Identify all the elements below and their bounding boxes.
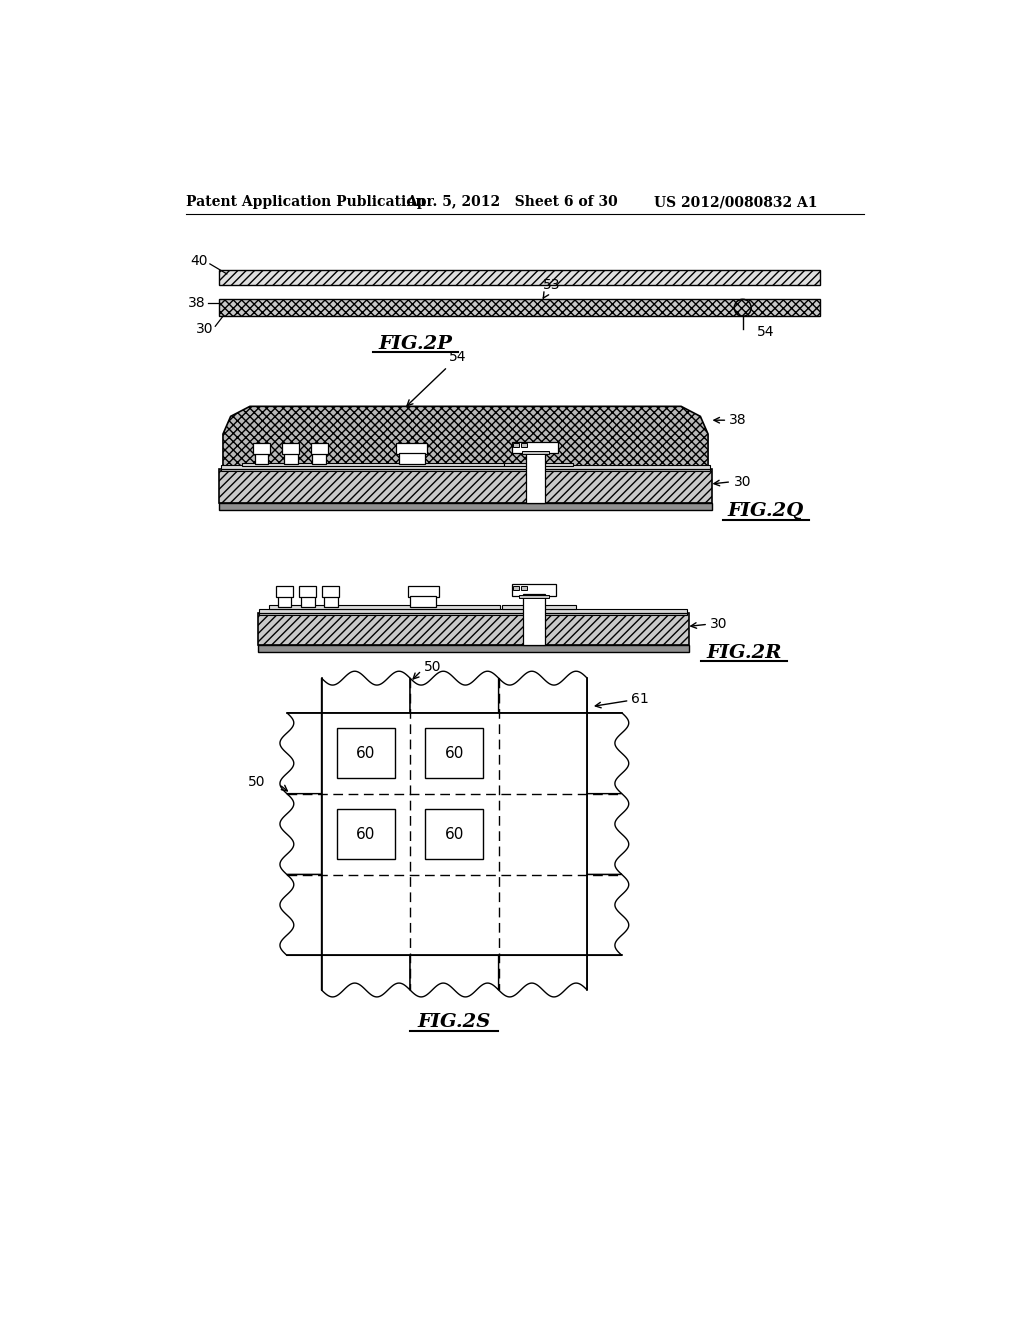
Bar xyxy=(299,586,316,597)
Bar xyxy=(521,451,549,454)
Text: FIG.2P: FIG.2P xyxy=(379,335,453,352)
Bar xyxy=(323,586,339,597)
Polygon shape xyxy=(280,874,322,956)
Bar xyxy=(312,453,326,465)
Bar xyxy=(513,444,519,447)
Text: FIG.2R: FIG.2R xyxy=(707,644,782,661)
Text: 54: 54 xyxy=(407,350,467,405)
Bar xyxy=(525,451,545,503)
Text: 60: 60 xyxy=(444,746,464,760)
Bar xyxy=(219,271,819,285)
Bar xyxy=(219,469,712,503)
Text: 61: 61 xyxy=(631,692,649,706)
Bar xyxy=(324,595,338,607)
Bar xyxy=(337,809,394,859)
Bar xyxy=(283,444,299,454)
Bar xyxy=(259,609,687,614)
Text: 30: 30 xyxy=(711,618,728,631)
Text: 38: 38 xyxy=(187,296,205,310)
Bar xyxy=(512,442,558,453)
Text: Apr. 5, 2012   Sheet 6 of 30: Apr. 5, 2012 Sheet 6 of 30 xyxy=(407,195,617,210)
Text: 30: 30 xyxy=(196,322,213,335)
Polygon shape xyxy=(587,713,629,793)
Bar xyxy=(220,465,711,470)
Bar xyxy=(258,612,689,645)
Text: 40: 40 xyxy=(190,253,208,268)
Polygon shape xyxy=(499,956,587,997)
Text: 30: 30 xyxy=(733,475,751,488)
Bar xyxy=(253,444,270,454)
Polygon shape xyxy=(410,956,499,997)
Polygon shape xyxy=(499,672,587,713)
Bar xyxy=(220,469,711,471)
Bar xyxy=(255,453,268,465)
Bar xyxy=(513,586,519,590)
Text: 53: 53 xyxy=(543,279,560,298)
Polygon shape xyxy=(322,672,410,713)
Bar xyxy=(523,594,545,645)
Bar xyxy=(219,503,712,511)
Bar xyxy=(258,645,689,652)
Text: 54: 54 xyxy=(757,326,774,339)
Text: 38: 38 xyxy=(729,413,746,428)
Polygon shape xyxy=(410,672,499,713)
Polygon shape xyxy=(322,956,410,997)
Bar xyxy=(396,444,427,454)
Text: 50: 50 xyxy=(248,775,265,789)
Bar xyxy=(398,453,425,465)
Polygon shape xyxy=(223,407,708,469)
Bar xyxy=(269,605,500,609)
Bar xyxy=(284,453,298,465)
Text: US 2012/0080832 A1: US 2012/0080832 A1 xyxy=(654,195,817,210)
Bar xyxy=(504,462,573,466)
Text: Patent Application Publication: Patent Application Publication xyxy=(186,195,426,210)
Text: 60: 60 xyxy=(356,826,376,842)
Bar xyxy=(337,729,394,779)
Bar xyxy=(425,729,483,779)
Text: 60: 60 xyxy=(356,746,376,760)
Bar xyxy=(278,595,292,607)
Text: FIG.2Q: FIG.2Q xyxy=(728,502,804,520)
Bar xyxy=(410,595,436,607)
Polygon shape xyxy=(280,713,322,793)
Bar xyxy=(521,586,527,590)
Polygon shape xyxy=(587,874,629,956)
Text: 60: 60 xyxy=(444,826,464,842)
Text: 50: 50 xyxy=(424,660,441,673)
Bar xyxy=(519,595,549,598)
Bar xyxy=(276,586,293,597)
Bar xyxy=(301,595,314,607)
Polygon shape xyxy=(280,793,322,874)
Bar xyxy=(521,444,527,447)
Bar xyxy=(219,300,819,317)
Bar xyxy=(503,605,575,609)
Bar xyxy=(310,444,328,454)
Bar xyxy=(512,585,556,595)
Bar xyxy=(425,809,483,859)
Bar xyxy=(408,586,438,597)
Polygon shape xyxy=(587,793,629,874)
Text: FIG.2S: FIG.2S xyxy=(418,1014,492,1031)
Bar xyxy=(259,612,687,615)
Bar xyxy=(243,462,504,466)
